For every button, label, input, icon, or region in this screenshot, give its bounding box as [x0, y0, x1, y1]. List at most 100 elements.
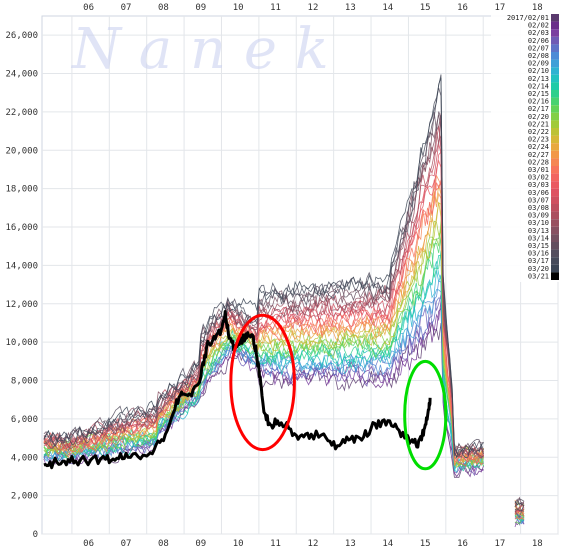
legend-entry-label: 03/17: [528, 257, 549, 265]
y-tick-label: 2,000: [11, 492, 38, 502]
legend-swatch: [551, 257, 559, 265]
legend-entry-label: 03/03: [528, 181, 549, 189]
x-tick-label-bottom: 14: [382, 539, 393, 549]
series-lines: [43, 74, 525, 528]
x-tick-label-bottom: 12: [308, 539, 319, 549]
legend-entry-label: 02/06: [528, 37, 549, 45]
legend-swatch: [551, 128, 559, 136]
x-tick-label-bottom: 18: [532, 539, 543, 549]
legend-swatch: [551, 44, 559, 52]
watermark-text: N a n e k: [70, 17, 329, 82]
legend-entry-label: 03/16: [528, 250, 549, 258]
legend-swatch: [551, 181, 559, 189]
legend-entry-label: 02/02: [528, 22, 549, 30]
series-line: [43, 77, 525, 506]
x-axis-ticks: 06 06 07 07 08 08 09 09 10 10 11 11 12 12 13 13 14 14 15 15…: [83, 3, 543, 549]
legend-swatch: [551, 14, 559, 22]
y-tick-label: 10,000: [5, 338, 38, 348]
legend-entry-label: 02/15: [528, 90, 549, 98]
legend-swatch: [551, 59, 559, 68]
legend-swatch: [551, 211, 559, 220]
x-tick-label-top: 15: [420, 3, 431, 13]
legend: 2017/02/0102/0202/0302/0602/0702/0802/09…: [491, 12, 559, 282]
annotation-ellipse: [229, 313, 296, 452]
legend-swatch: [551, 249, 559, 258]
x-tick-label-bottom: 13: [345, 539, 356, 549]
legend-swatch: [551, 67, 559, 75]
x-tick-label-bottom: 07: [121, 539, 132, 549]
x-tick-label-bottom: 10: [233, 539, 244, 549]
highlight-series: [43, 310, 432, 470]
x-tick-label-top: 14: [382, 3, 393, 13]
x-tick-label-top: 12: [308, 3, 319, 13]
legend-swatch: [551, 150, 559, 159]
series-line: [43, 111, 525, 506]
y-tick-label: 20,000: [5, 146, 38, 156]
y-tick-label: 16,000: [5, 223, 38, 233]
legend-entry-label: 02/14: [528, 82, 549, 90]
y-tick-label: 0: [33, 530, 38, 540]
legend-entry-label: 03/20: [528, 265, 549, 273]
legend-entry-label: 02/20: [528, 113, 549, 121]
x-tick-label-bottom: 06: [83, 539, 94, 549]
legend-entry-label: 03/13: [528, 227, 549, 235]
legend-entry-label: 02/24: [528, 143, 549, 151]
x-tick-label-bottom: 15: [420, 539, 431, 549]
legend-swatch: [551, 52, 559, 60]
legend-entry-label: 03/01: [528, 166, 549, 174]
legend-entry-label: 02/10: [528, 67, 549, 75]
legend-swatch: [551, 272, 559, 280]
legend-swatch: [551, 120, 559, 128]
legend-entry-label: 03/14: [528, 234, 549, 242]
legend-swatch: [551, 188, 559, 197]
legend-entry-label: 02/17: [528, 105, 549, 113]
legend-swatch: [551, 105, 559, 113]
y-tick-label: 22,000: [5, 108, 38, 118]
legend-entry-label: 02/13: [528, 75, 549, 83]
legend-entry-label: 03/06: [528, 189, 549, 197]
legend-entry-label: 02/23: [528, 136, 549, 144]
legend-entry-label: 03/07: [528, 196, 549, 204]
legend-entry-label: 03/09: [528, 212, 549, 220]
legend-box: [491, 12, 559, 282]
x-tick-label-top: 08: [158, 3, 169, 13]
y-tick-label: 26,000: [5, 31, 38, 41]
series-line: [43, 87, 525, 507]
legend-entry-label: 02/07: [528, 44, 549, 52]
legend-entry-label: 02/03: [528, 29, 549, 37]
x-tick-label-top: 06: [83, 3, 94, 13]
legend-swatch: [551, 219, 559, 227]
y-axis-ticks: 0 2,000 4,000 6,000 8,000 10,000 12,000 14,000 1…: [5, 31, 38, 540]
legend-swatch: [551, 166, 559, 174]
x-tick-label-bottom: 11: [270, 539, 281, 549]
x-tick-label-top: 09: [195, 3, 206, 13]
x-tick-label-top: 16: [457, 3, 468, 13]
legend-entry-label: 2017/02/01: [507, 14, 549, 22]
legend-swatch: [551, 135, 559, 144]
annotations: [229, 313, 448, 471]
legend-swatch: [551, 173, 559, 182]
legend-swatch: [551, 36, 559, 45]
x-tick-label-top: 13: [345, 3, 356, 13]
legend-swatch: [551, 29, 559, 37]
legend-swatch: [551, 90, 559, 98]
legend-swatch: [551, 264, 559, 273]
legend-entry-label: 03/10: [528, 219, 549, 227]
x-tick-label-bottom: 17: [494, 539, 505, 549]
y-tick-label: 8,000: [11, 377, 38, 387]
y-tick-label: 12,000: [5, 300, 38, 310]
x-tick-label-bottom: 09: [195, 539, 206, 549]
legend-entry-label: 03/21: [528, 272, 549, 280]
legend-entry-label: 02/21: [528, 120, 549, 128]
legend-entry-label: 03/08: [528, 204, 549, 212]
y-tick-label: 24,000: [5, 70, 38, 80]
legend-entry-label: 02/16: [528, 98, 549, 106]
series-line: [43, 74, 525, 511]
x-tick-label-top: 10: [233, 3, 244, 13]
legend-swatch: [551, 97, 559, 106]
legend-swatch: [551, 226, 559, 235]
y-tick-label: 4,000: [11, 453, 38, 463]
legend-swatch: [551, 234, 559, 242]
legend-swatch: [551, 158, 559, 166]
